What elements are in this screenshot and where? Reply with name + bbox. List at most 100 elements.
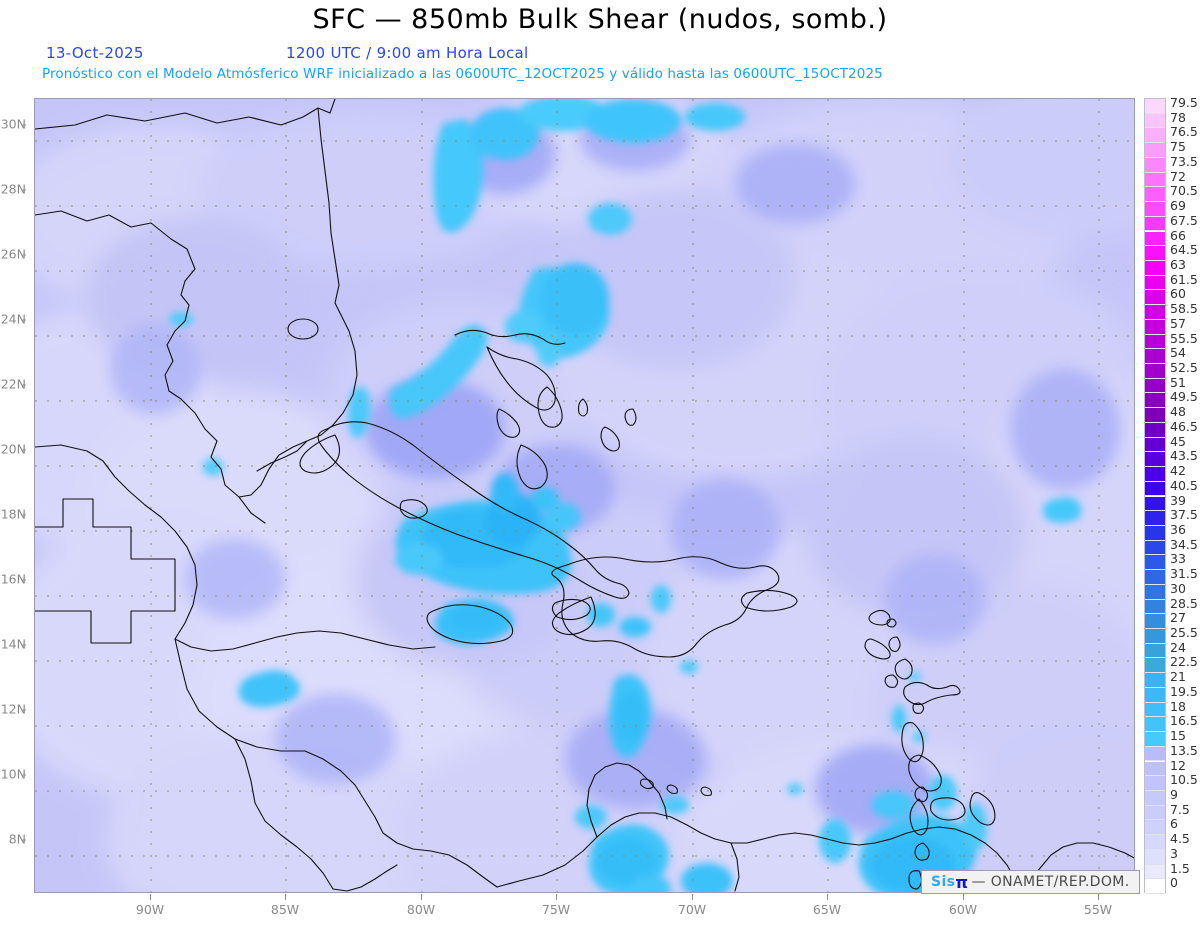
colorbar-segment: [1145, 378, 1165, 394]
colorbar-segment: [1145, 555, 1165, 571]
colorbar-segment: [1145, 702, 1165, 718]
xtick-label-60w: 60W: [948, 902, 978, 917]
colorbar-tick-label: 76.5: [1170, 124, 1198, 140]
coastlines: [35, 99, 1134, 892]
xtick-label-80w: 80W: [406, 902, 436, 917]
colorbar[interactable]: [1144, 98, 1166, 894]
colorbar-tick-label: 31.5: [1170, 566, 1198, 582]
colorbar-segment: [1145, 790, 1165, 806]
colorbar-tick-label: 28.5: [1170, 595, 1198, 611]
ytick-label-18n: 18N: [0, 506, 26, 522]
colorbar-segment: [1145, 349, 1165, 364]
colorbar-segment: [1145, 511, 1165, 526]
colorbar-segment: [1145, 172, 1165, 188]
xtick-label-70w: 70W: [677, 902, 707, 917]
colorbar-segment: [1145, 614, 1165, 629]
colorbar-tick-label: 3: [1170, 845, 1178, 861]
colorbar-tick-label: 19.5: [1170, 683, 1198, 699]
colorbar-segment: [1145, 643, 1165, 659]
colorbar-segment: [1145, 422, 1165, 438]
ytick-dash: -: [22, 441, 27, 457]
map-plot-area[interactable]: [34, 98, 1135, 893]
colorbar-segment: [1145, 629, 1165, 644]
colorbar-tick-label: 9: [1170, 786, 1178, 802]
colorbar-segment: [1145, 99, 1165, 114]
colorbar-segment: [1145, 746, 1165, 762]
colorbar-tick-label: 66: [1170, 227, 1186, 243]
ytick-dash: -: [22, 831, 27, 847]
xtick-mark: [827, 894, 828, 900]
colorbar-segment: [1145, 496, 1165, 512]
logo-pi-symbol: π: [955, 872, 969, 892]
xtick-mark: [421, 894, 422, 900]
colorbar-tick-label: 0: [1170, 875, 1178, 891]
colorbar-tick-label: 46.5: [1170, 418, 1198, 434]
colorbar-tick-label: 49.5: [1170, 389, 1198, 405]
ytick-dash: -: [22, 181, 27, 197]
ytick-dash: -: [22, 116, 27, 132]
colorbar-tick-label: 61.5: [1170, 271, 1198, 287]
colorbar-tick-label: 36: [1170, 521, 1186, 537]
colorbar-segment: [1145, 849, 1165, 865]
colorbar-tick-label: 51: [1170, 374, 1186, 390]
colorbar-segment: [1145, 128, 1165, 144]
colorbar-tick-label: 21: [1170, 669, 1186, 685]
colorbar-tick-label: 6: [1170, 816, 1178, 832]
xtick-mark: [963, 894, 964, 900]
colorbar-tick-label: 67.5: [1170, 212, 1198, 228]
ytick-label-20n: 20N: [0, 441, 26, 457]
ytick-dash: -: [22, 246, 27, 262]
colorbar-tick-label: 15: [1170, 728, 1186, 744]
logo-agency-text: — ONAMET/REP.DOM.: [971, 874, 1130, 890]
ytick-label-10n: 10N: [0, 766, 26, 782]
valid-time-label: 1200 UTC / 9:00 am Hora Local: [286, 44, 529, 62]
xtick-mark: [285, 894, 286, 900]
colorbar-segment: [1145, 481, 1165, 497]
colorbar-segment: [1145, 835, 1165, 850]
colorbar-tick-label: 25.5: [1170, 625, 1198, 640]
colorbar-segment: [1145, 319, 1165, 335]
colorbar-tick-label: 64.5: [1170, 242, 1198, 258]
colorbar-segment: [1145, 525, 1165, 541]
forecast-model-description: Pronóstico con el Modelo Atmósferico WRF…: [42, 66, 883, 82]
ytick-dash: -: [22, 766, 27, 782]
ytick-label-8n: 8N: [8, 831, 26, 847]
xtick-label-90w: 90W: [135, 902, 165, 917]
colorbar-tick-label: 75: [1170, 139, 1186, 155]
colorbar-tick-label: 42: [1170, 463, 1186, 479]
ytick-dash: -: [22, 376, 27, 392]
ytick-label-14n: 14N: [0, 636, 26, 652]
map-gridlines: [35, 99, 1134, 892]
logo-sis-text: Sis: [931, 874, 956, 890]
colorbar-segment: [1145, 805, 1165, 821]
colorbar-tick-label: 78: [1170, 109, 1186, 125]
ytick-label-16n: 16N: [0, 571, 26, 587]
colorbar-tick-label: 13.5: [1170, 742, 1198, 758]
ytick-dash: -: [22, 636, 27, 652]
ytick-dash: -: [22, 571, 27, 587]
colorbar-tick-label: 12: [1170, 757, 1186, 773]
xtick-label-85w: 85W: [270, 902, 300, 917]
colorbar-segment: [1145, 673, 1165, 688]
colorbar-segment: [1145, 776, 1165, 791]
colorbar-segment: [1145, 467, 1165, 482]
colorbar-tick-label: 37.5: [1170, 507, 1198, 523]
colorbar-segment: [1145, 290, 1165, 306]
colorbar-segment: [1145, 202, 1165, 217]
colorbar-segment: [1145, 879, 1165, 894]
colorbar-tick-label: 39: [1170, 492, 1186, 508]
agency-logo: Sis π — ONAMET/REP.DOM.: [921, 870, 1140, 894]
colorbar-segment: [1145, 732, 1165, 747]
colorbar-tick-label: 69: [1170, 198, 1186, 214]
ytick-label-12n: 12N: [0, 701, 26, 717]
colorbar-segment: [1145, 687, 1165, 703]
xtick-label-55w: 55W: [1083, 902, 1113, 917]
colorbar-segment: [1145, 305, 1165, 320]
colorbar-tick-label: 55.5: [1170, 330, 1198, 346]
colorbar-tick-label: 72: [1170, 168, 1186, 184]
colorbar-segment: [1145, 599, 1165, 615]
ytick-dash: -: [22, 506, 27, 522]
ytick-label-30n: 30N: [0, 116, 26, 132]
colorbar-tick-label: 45: [1170, 433, 1186, 449]
colorbar-segment: [1145, 658, 1165, 674]
